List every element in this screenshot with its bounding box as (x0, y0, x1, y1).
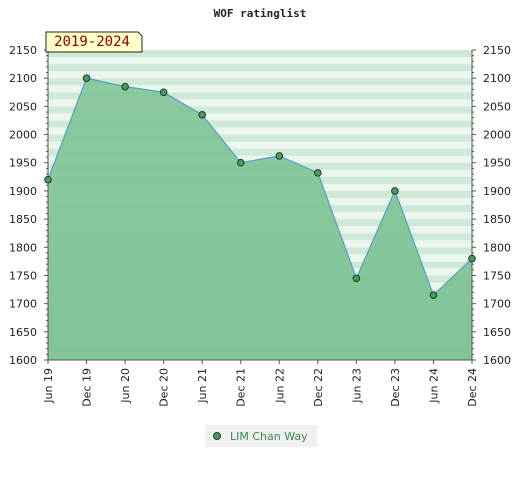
background-band (48, 141, 472, 149)
background-band (48, 120, 472, 128)
background-band (48, 92, 472, 100)
y-tick-label-right: 1750 (483, 269, 511, 282)
background-band (48, 99, 472, 107)
background-band (48, 113, 472, 121)
y-tick-label-right: 2000 (483, 129, 511, 142)
y-tick-label-right: 1900 (483, 185, 511, 198)
x-tick-label: Dec 19 (81, 368, 94, 407)
data-point[interactable] (159, 88, 168, 97)
background-band (48, 85, 472, 93)
data-point[interactable] (391, 187, 399, 195)
y-tick-label-left: 1650 (9, 326, 37, 339)
y-tick-label-left: 1750 (9, 269, 37, 282)
y-tick-label-right: 2150 (483, 44, 511, 57)
ticks-layer: 1600 1600 1650 1650 1700 1700 1750 1750 1800 1800… (9, 44, 511, 407)
x-tick-label: Jun 19 (42, 368, 55, 404)
legend[interactable]: LIM Chan Way (205, 425, 317, 447)
x-tick-label: Jun 23 (350, 368, 363, 404)
y-tick-label-left: 2100 (9, 72, 37, 85)
legend-background (205, 425, 317, 447)
background-band (48, 64, 472, 72)
y-tick-label-left: 1900 (9, 185, 37, 198)
background-band (48, 134, 472, 142)
series-area (48, 78, 472, 360)
x-tick-label: Jun 22 (273, 368, 286, 404)
legend-marker-icon (213, 432, 221, 440)
y-tick-label-right: 1600 (483, 354, 511, 367)
data-point[interactable] (275, 152, 284, 160)
chart-title: WOF ratinglist (214, 7, 307, 20)
y-tick-label-right: 1650 (483, 326, 511, 339)
period-label-box: 2019-2024 (45, 31, 143, 53)
background-band (48, 148, 472, 156)
data-point[interactable] (82, 74, 91, 82)
data-point[interactable] (44, 175, 52, 184)
series-line (47, 77, 473, 297)
data-point[interactable] (429, 291, 438, 299)
background-band (48, 71, 472, 79)
y-tick-label-left: 2000 (9, 129, 37, 142)
y-tick-label-left: 1950 (9, 157, 37, 170)
x-tick-label: Jun 21 (196, 368, 209, 404)
legend-series-label: LIM Chan Way (230, 430, 308, 443)
y-tick-label-right: 2050 (483, 100, 511, 113)
x-tick-label: Dec 21 (235, 368, 248, 407)
y-tick-label-left: 1850 (9, 213, 37, 226)
background-band (48, 106, 472, 114)
y-tick-label-right: 2100 (483, 72, 511, 85)
period-label: 2019-2024 (54, 34, 130, 50)
data-point[interactable] (352, 274, 361, 283)
y-tick-label-left: 1600 (9, 354, 37, 367)
axes-layer (47, 50, 473, 361)
data-point[interactable] (121, 82, 129, 91)
background-band (48, 57, 472, 65)
y-tick-label-right: 1950 (483, 157, 511, 170)
y-tick-label-left: 1700 (9, 298, 37, 311)
y-tick-label-right: 1800 (483, 241, 511, 254)
background-band (48, 78, 472, 86)
data-point[interactable] (236, 158, 245, 167)
x-tick-label: Jun 20 (119, 368, 132, 404)
y-tick-label-left: 2050 (9, 100, 37, 113)
markers-layer (44, 74, 476, 299)
data-point[interactable] (198, 111, 206, 119)
background-band (48, 50, 472, 58)
y-tick-label-left: 2150 (9, 44, 37, 57)
y-tick-label-right: 1850 (483, 213, 511, 226)
data-point[interactable] (468, 254, 476, 263)
x-tick-label: Dec 20 (158, 368, 171, 407)
x-tick-label: Jun 24 (427, 368, 440, 404)
x-tick-label: Dec 22 (312, 368, 325, 407)
y-tick-label-right: 1700 (483, 298, 511, 311)
background-band (48, 127, 472, 135)
area-layer (47, 77, 473, 360)
y-tick-label-left: 1800 (9, 241, 37, 254)
x-tick-label: Dec 24 (466, 368, 479, 407)
x-tick-label: Dec 23 (389, 368, 402, 407)
data-point[interactable] (314, 169, 322, 177)
